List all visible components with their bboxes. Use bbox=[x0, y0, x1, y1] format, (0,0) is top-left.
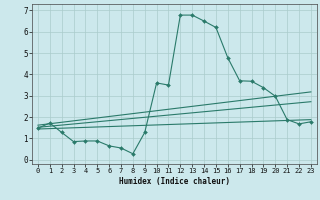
X-axis label: Humidex (Indice chaleur): Humidex (Indice chaleur) bbox=[119, 177, 230, 186]
